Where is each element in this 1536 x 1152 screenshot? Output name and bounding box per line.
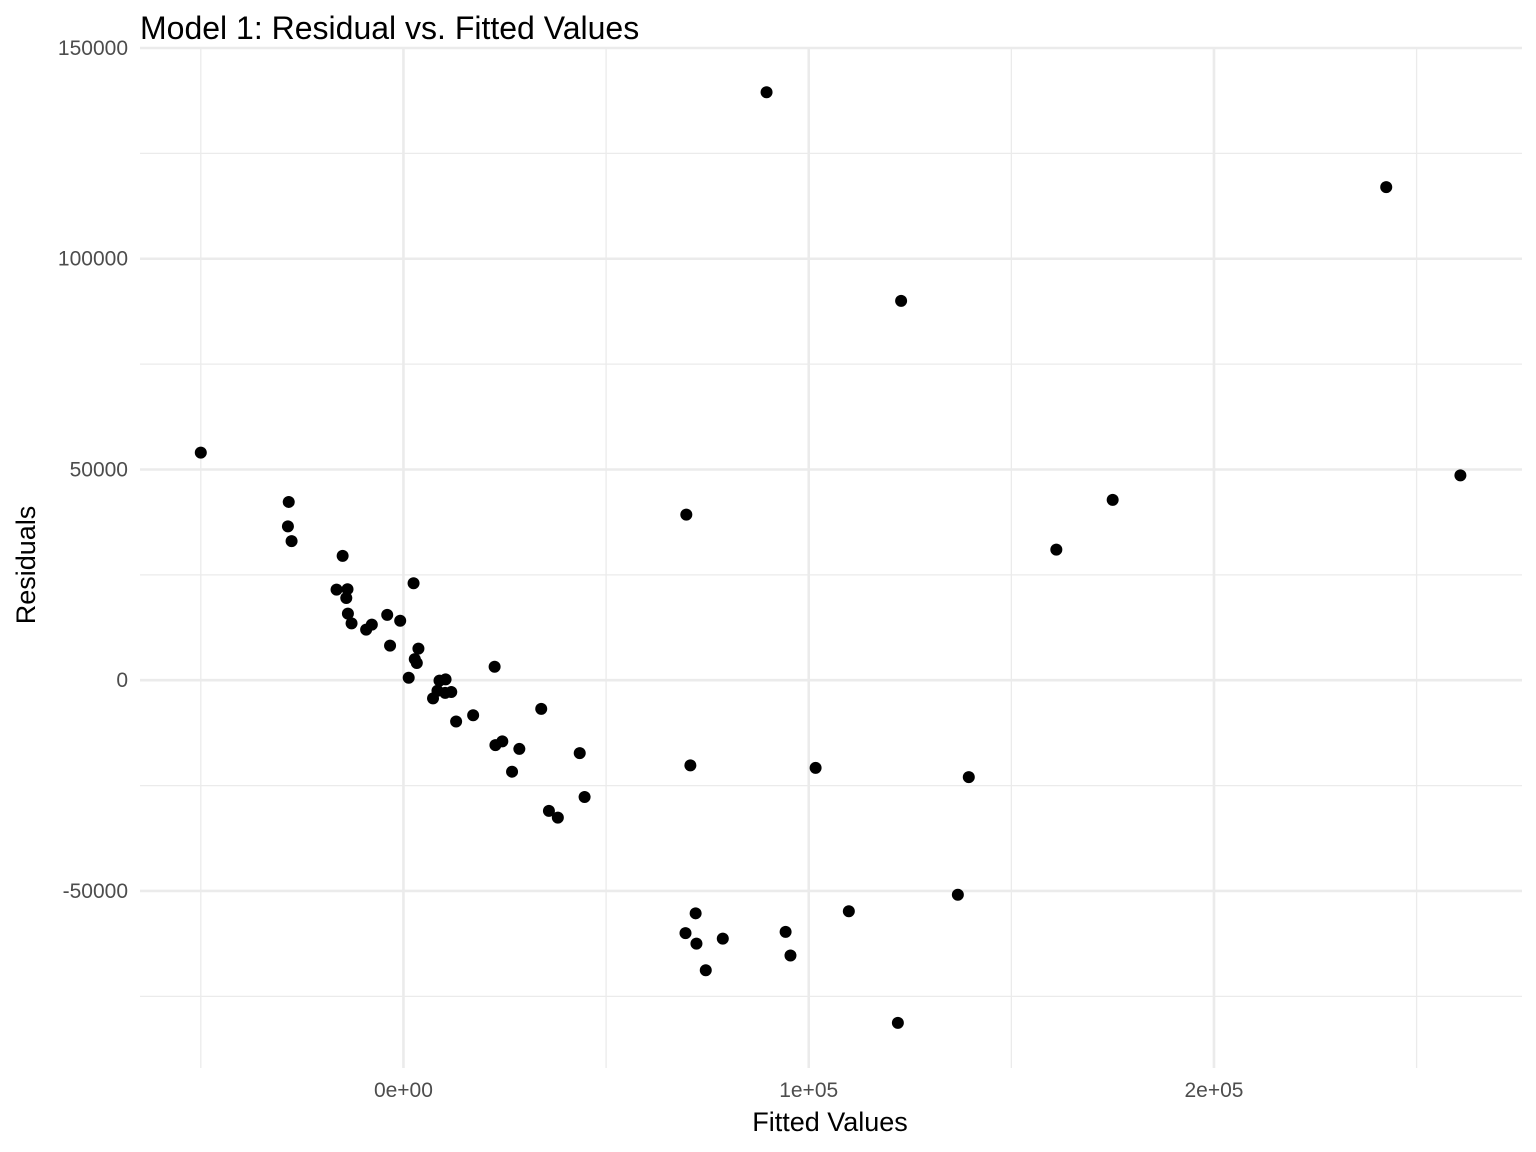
data-point	[394, 614, 407, 627]
y-tick-label: -50000	[63, 880, 128, 903]
data-point	[450, 715, 463, 728]
data-point	[542, 804, 555, 817]
data-point	[842, 905, 855, 918]
data-point	[573, 747, 586, 760]
data-point	[684, 759, 697, 772]
data-point	[1106, 493, 1119, 506]
data-point	[281, 520, 294, 533]
data-point	[336, 549, 349, 562]
data-point	[578, 790, 591, 803]
data-point	[467, 709, 480, 722]
data-point	[282, 495, 295, 508]
chart-title: Model 1: Residual vs. Fitted Values	[140, 10, 639, 46]
data-point	[1454, 469, 1467, 482]
x-axis-title: Fitted Values	[752, 1107, 908, 1137]
data-point	[496, 735, 509, 748]
y-axis-title: Residuals	[11, 506, 41, 625]
data-point	[488, 660, 501, 673]
data-point	[407, 577, 420, 590]
data-point	[194, 446, 207, 459]
x-tick-label: 2e+05	[1184, 1079, 1243, 1102]
data-point	[895, 294, 908, 307]
data-point	[445, 686, 458, 699]
data-point	[439, 673, 452, 686]
data-point	[1050, 543, 1063, 556]
data-point	[779, 925, 792, 938]
data-point	[551, 811, 564, 824]
data-point	[809, 761, 822, 774]
data-point	[330, 583, 343, 596]
data-point	[402, 671, 415, 684]
data-point	[1380, 181, 1393, 194]
data-point	[690, 937, 703, 950]
data-point	[951, 888, 964, 901]
data-point	[340, 592, 353, 605]
x-tick-label: 1e+05	[779, 1079, 838, 1102]
data-point	[381, 608, 394, 621]
data-point	[506, 765, 519, 778]
data-point	[891, 1016, 904, 1029]
data-points	[194, 86, 1467, 1029]
grid-lines	[140, 46, 1522, 1068]
data-point	[341, 583, 354, 596]
data-point	[285, 535, 298, 548]
data-point	[341, 607, 354, 620]
data-point	[784, 949, 797, 962]
data-point	[535, 702, 548, 715]
data-point	[680, 508, 693, 521]
data-point	[679, 927, 692, 940]
x-tick-label: 0e+00	[374, 1079, 433, 1102]
data-point	[699, 964, 712, 977]
y-axis-ticks: -50000 0 50000 100000 150000	[58, 37, 128, 903]
y-tick-label: 100000	[58, 248, 128, 271]
data-point	[384, 639, 397, 652]
x-axis-ticks: 0e+00 1e+05 2e+05	[374, 1079, 1244, 1102]
data-point	[410, 656, 423, 669]
data-point	[365, 618, 378, 631]
data-point	[760, 86, 773, 99]
data-point	[513, 742, 526, 755]
data-point	[962, 771, 975, 784]
data-point	[716, 932, 729, 945]
data-point	[345, 617, 358, 630]
y-tick-label: 50000	[70, 458, 128, 481]
y-tick-label: 150000	[58, 37, 128, 60]
data-point	[689, 907, 702, 920]
y-tick-label: 0	[116, 669, 128, 692]
data-point	[412, 642, 425, 655]
